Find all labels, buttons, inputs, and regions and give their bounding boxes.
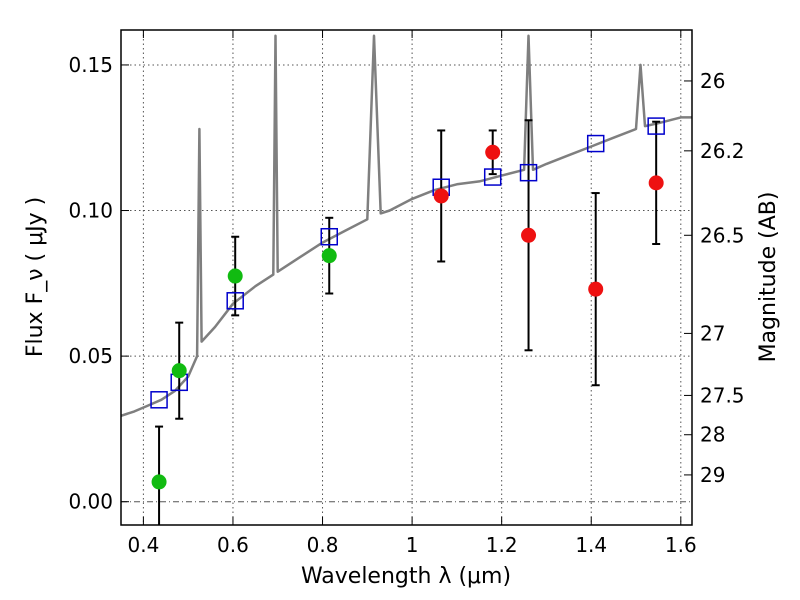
observed-point — [151, 474, 167, 490]
observed-point — [171, 363, 187, 379]
x-axis-ticks: 0.4 0.6 0.8 1 1.2 1.4 1.6 — [127, 30, 697, 557]
plot-frame — [120, 29, 693, 526]
y2-tick-label: 27 — [700, 321, 725, 345]
y-axis-ticks: 0.00 0.05 0.10 0.15 — [68, 53, 129, 514]
x-axis-label: Wavelength λ (μm) — [301, 564, 511, 589]
y-tick-label: 0.05 — [68, 344, 113, 368]
observed-point — [227, 268, 243, 284]
x-tick-label: 1.6 — [665, 533, 697, 557]
y-tick-label: 0.10 — [68, 199, 113, 223]
grid — [121, 30, 692, 525]
x-tick-label: 1.2 — [486, 533, 518, 557]
x-tick-label: 0.8 — [307, 533, 339, 557]
observed-point — [588, 281, 604, 297]
observed-point — [648, 175, 664, 191]
model-spectrum-line — [120, 34, 692, 417]
y-tick-label: 0.15 — [68, 53, 113, 77]
observed-point — [433, 188, 449, 204]
y2-axis-ticks: 26 26.2 26.5 27 27.5 28 29 — [684, 69, 745, 487]
errorbar-layer — [155, 119, 661, 525]
observed-point — [321, 248, 337, 264]
y2-tick-label: 29 — [700, 463, 725, 487]
observed-points-layer — [151, 144, 664, 490]
y2-tick-label: 26 — [700, 69, 725, 93]
y2-tick-label: 27.5 — [700, 383, 745, 407]
y2-tick-label: 28 — [700, 423, 725, 447]
y-tick-label: 0.00 — [68, 490, 113, 514]
model-photometry-box — [483, 168, 502, 186]
model-photometry-box — [150, 391, 168, 409]
model-photometry-box — [519, 163, 538, 182]
observed-point — [485, 144, 501, 160]
model-spectrum-layer — [120, 34, 692, 417]
x-tick-label: 1.4 — [575, 533, 607, 557]
x-tick-label: 0.4 — [127, 533, 159, 557]
model-photometry-box — [226, 292, 244, 310]
model-photometry-layer — [150, 117, 665, 409]
y-axis-label: Flux F_ν ( μJy ) — [23, 197, 48, 357]
y2-axis-label: Magnitude (AB) — [756, 192, 781, 363]
y2-tick-label: 26.5 — [700, 223, 745, 247]
model-photometry-box — [647, 117, 665, 135]
y2-tick-label: 26.2 — [700, 139, 745, 163]
x-tick-label: 1 — [406, 533, 419, 557]
x-tick-label: 0.6 — [217, 533, 249, 557]
observed-point — [521, 227, 537, 243]
model-photometry-box — [320, 227, 338, 246]
model-photometry-box — [586, 134, 605, 153]
